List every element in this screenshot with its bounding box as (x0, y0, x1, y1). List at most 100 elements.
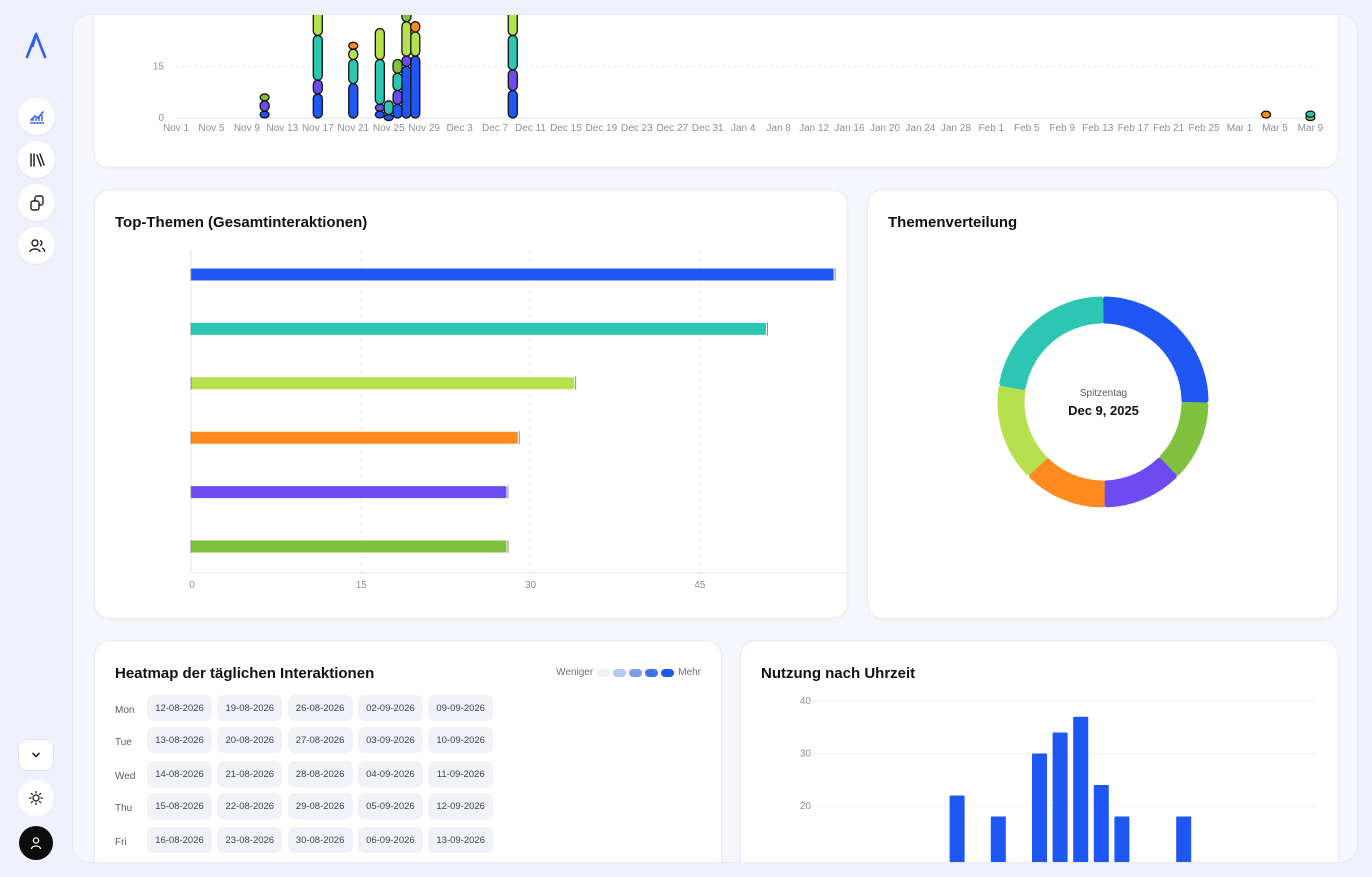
timeline-bar-segment (401, 15, 412, 23)
heatmap-cell[interactable]: 12-08-2026 (147, 695, 212, 721)
timeline-y-tick: 15 (153, 61, 165, 72)
timeline-x-tick: Jan 8 (766, 123, 791, 134)
hourly-bar (1093, 785, 1109, 862)
heatmap-cell[interactable]: 03-09-2026 (357, 727, 423, 753)
topics-bar (190, 430, 519, 445)
timeline-bar-segment (507, 34, 518, 71)
timeline-bar-segment (374, 27, 385, 61)
heatmap-cell[interactable]: 12-09-2026 (428, 793, 494, 819)
timeline-bar-segment (383, 113, 394, 122)
heatmap-cell[interactable]: 20-08-2026 (217, 727, 283, 753)
heatmap-cell[interactable]: 19-08-2026 (217, 695, 283, 721)
heatmap-cell[interactable]: 09-09-2026 (428, 695, 494, 721)
heatmap-cell[interactable]: 21-08-2026 (217, 761, 283, 787)
heatmap-cell[interactable]: 14-08-2026 (147, 761, 212, 787)
timeline-bar-segment (401, 21, 412, 57)
top-topics-chart: 015304560 (189, 250, 847, 591)
chevron-down-icon (32, 752, 40, 758)
timeline-x-tick: Mar 5 (1262, 123, 1288, 134)
user-menu-button[interactable] (19, 826, 53, 860)
timeline-x-tick: Feb 21 (1153, 123, 1185, 134)
timeline-x-tick: Nov 1 (163, 123, 190, 134)
heatmap-cell[interactable]: 13-09-2026 (428, 827, 494, 853)
hourly-usage-card: Nutzung nach Uhrzeit 20 30 40 (740, 640, 1339, 862)
heatmap-cell[interactable]: 29-08-2026 (287, 793, 353, 819)
hourly-bar (990, 816, 1006, 862)
timeline-bar-segment (312, 93, 323, 119)
timeline-x-tick: Dec 31 (692, 123, 724, 134)
hourly-bar (1032, 753, 1047, 862)
heatmap-cell[interactable]: 22-08-2026 (217, 793, 283, 819)
heatmap-cell[interactable]: 10-09-2026 (428, 727, 494, 753)
timeline-x-tick: Jan 16 (835, 123, 865, 134)
app-logo[interactable] (22, 30, 50, 60)
timeline-bar-segment (259, 110, 270, 119)
heatmap-cell[interactable]: 02-09-2026 (357, 695, 423, 721)
timeline-bar-segment (259, 100, 270, 112)
heatmap-cell[interactable]: 23-08-2026 (217, 827, 283, 853)
heatmap-cell[interactable]: 28-08-2026 (287, 761, 353, 787)
heatmap-cell[interactable]: 05-09-2026 (357, 793, 423, 819)
timeline-bar-segment (401, 65, 412, 119)
hourly-bar (1176, 816, 1192, 862)
collapse-button[interactable] (18, 739, 54, 771)
topics-x-tick: 0 (189, 580, 195, 591)
timeline-x-tick: Dec 11 (515, 123, 546, 134)
donut-slice (1159, 401, 1209, 476)
heatmap-cell[interactable]: 27-08-2026 (287, 727, 353, 753)
topics-x-tick: 30 (525, 580, 537, 591)
legend-swatch (613, 668, 627, 677)
top-topics-title: Top-Themen (Gesamtinteraktionen) (115, 214, 368, 231)
heatmap-cell[interactable]: 04-09-2026 (357, 761, 423, 787)
heatmap-cell[interactable]: 30-08-2026 (287, 827, 353, 853)
heatmap-cell[interactable]: 06-09-2026 (357, 827, 423, 853)
legend-swatch (597, 668, 611, 677)
timeline-bar-segment (507, 89, 518, 119)
donut-slice (1102, 296, 1209, 404)
timeline-x-tick: Nov 9 (234, 123, 261, 134)
user-icon (30, 837, 42, 850)
copy-icon (29, 194, 44, 211)
nav-documents-button[interactable] (18, 184, 55, 221)
heatmap-legend: Weniger Mehr (556, 667, 701, 678)
timeline-x-tick: Nov 17 (302, 123, 334, 134)
heatmap-cell[interactable]: 16-08-2026 (147, 827, 212, 853)
heatmap-cell[interactable]: 26-08-2026 (287, 695, 353, 721)
legend-swatch (645, 668, 659, 677)
timeline-bar-segment (1305, 110, 1316, 118)
legend-swatches (597, 668, 675, 677)
heatmap-cell[interactable]: 11-09-2026 (428, 761, 494, 787)
timeline-x-tick: Feb 5 (1014, 123, 1040, 134)
legend-swatch (661, 668, 675, 677)
timeline-bar-segment (312, 34, 323, 81)
heatmap-cell[interactable]: 13-08-2026 (147, 727, 212, 753)
timeline-bar-segment (392, 89, 403, 105)
heatmap-day-label: Mon (115, 705, 135, 716)
heatmap-day-label: Thu (115, 803, 133, 814)
timeline-y-tick: 0 (158, 113, 164, 124)
timeline-x-tick: Feb 1 (979, 123, 1005, 134)
topics-bar (190, 267, 835, 282)
heatmap-cell[interactable]: 15-08-2026 (147, 793, 212, 819)
nav-users-button[interactable] (18, 227, 55, 264)
timeline-bar-segment (410, 55, 421, 119)
legend-more-label: Mehr (678, 667, 701, 678)
users-icon (28, 238, 45, 252)
timeline-x-tick: Mar 9 (1298, 123, 1324, 134)
timeline-x-tick: Dec 15 (550, 123, 582, 134)
heatmap-day-label: Wed (115, 771, 136, 782)
nav-analytics-button[interactable] (18, 98, 55, 135)
sidebar (0, 0, 72, 877)
hourly-usage-chart: 20 30 40 (800, 696, 1316, 862)
timeline-bar-segment (348, 58, 359, 85)
timeline-bar-segment (259, 93, 270, 102)
timeline-bar-segment (401, 55, 412, 68)
topics-bar (190, 539, 508, 554)
nav-library-button[interactable] (18, 141, 55, 178)
timeline-bar-segment (312, 15, 323, 37)
timeline-bar-segment (410, 21, 421, 33)
timeline-bar-segment (410, 31, 421, 57)
timeline-x-tick: Dec 7 (482, 123, 509, 134)
theme-toggle-button[interactable] (18, 780, 54, 816)
timeline-bar-segment (507, 69, 518, 92)
